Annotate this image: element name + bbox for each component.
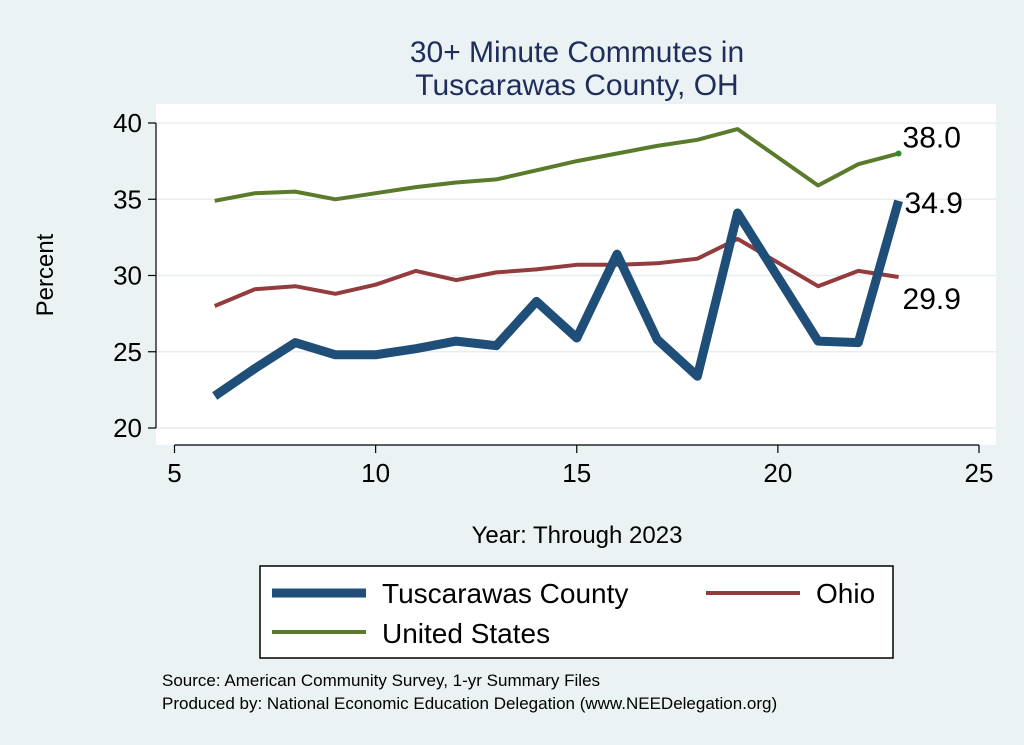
x-tick-label: 15 [562,458,591,488]
chart-title-line-2: Tuscarawas County, OH [415,69,738,102]
legend-label-tuscarawas: Tuscarawas County [382,578,628,609]
y-tick-label: 25 [113,337,142,367]
end-label-us: 38.0 [903,122,961,155]
x-tick-label: 25 [965,458,994,488]
y-tick-label: 40 [113,108,142,138]
produced-by-note: Produced by: National Economic Education… [162,694,777,713]
y-tick-label: 30 [113,261,142,291]
axes: 20 25 30 35 40 5 10 15 20 25 [113,108,993,488]
series-group [212,127,903,400]
y-axis-label: Percent [32,233,59,316]
end-point-us [895,150,902,157]
x-axis-label: Year: Through 2023 [472,522,683,549]
source-note: Source: American Community Survey, 1-yr … [162,671,600,690]
x-tick-label: 20 [763,458,792,488]
chart-title-line-1: 30+ Minute Commutes in [410,36,744,69]
legend: Tuscarawas County Ohio United States [259,565,894,659]
end-labels: 34.9 29.9 38.0 [903,122,963,317]
x-tick-label: 5 [167,458,181,488]
legend-label-us: United States [382,618,550,649]
series-line-tuscarawas [212,199,903,400]
legend-box [259,565,894,659]
x-tick-label: 10 [361,458,390,488]
y-tick-label: 20 [113,413,142,443]
end-label-tuscarawas: 34.9 [905,187,963,220]
series-line-us [214,127,900,203]
y-tick-label: 35 [113,184,142,214]
end-label-ohio: 29.9 [903,283,961,316]
grid [156,122,996,429]
legend-label-ohio: Ohio [816,578,875,609]
